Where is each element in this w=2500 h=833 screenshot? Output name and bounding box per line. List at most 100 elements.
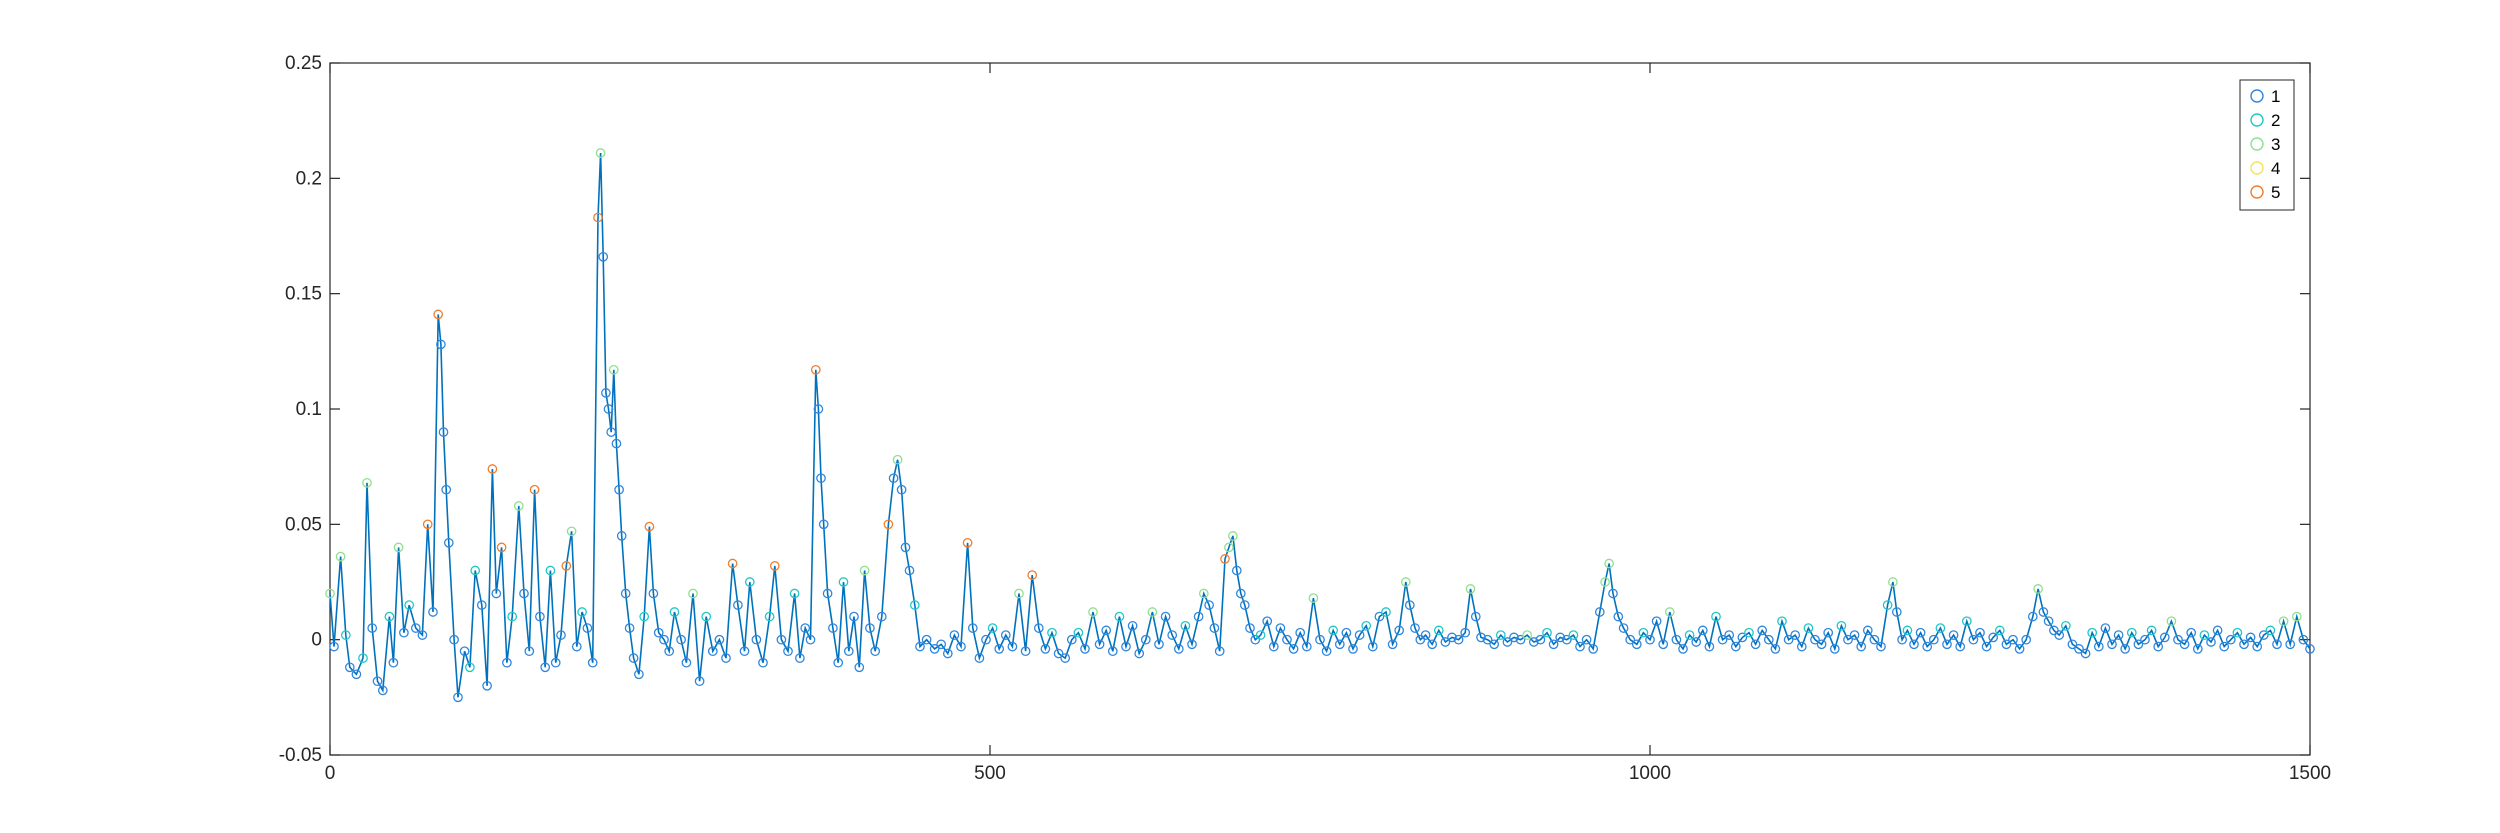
legend-label: 5 [2271,183,2280,202]
data-point [524,646,535,657]
data-point [587,657,598,668]
data-point [1724,630,1735,640]
data-point [1882,600,1893,610]
series-line [329,152,2311,698]
data-point [1334,639,1345,650]
data-point [727,558,738,569]
data-point [1803,623,1814,633]
legend-marker [2250,137,2264,151]
data-point [816,473,826,484]
data-point [1295,627,1306,638]
data-point [476,600,487,610]
data-point [2060,620,2071,631]
axis-ticks [329,62,2311,756]
data-point [1427,639,1438,650]
legend-label: 2 [2271,111,2280,130]
data-point [482,680,492,691]
data-point [987,623,998,633]
data-point [1440,637,1451,647]
legend-marker [2250,89,2264,103]
data-point [1608,588,1618,599]
data-point [1968,634,1979,645]
data-point [1651,616,1662,627]
data-point [849,611,859,622]
data-point [838,577,849,587]
data-point [854,662,865,673]
data-point [1796,641,1807,652]
data-point [789,588,800,599]
data-point [915,641,925,652]
data-point [1447,632,1457,643]
data-point [1542,627,1552,638]
data-point [1228,531,1238,541]
data-point [2173,634,2183,645]
data-point [1361,620,1372,631]
data-point [441,484,452,495]
data-point [377,685,388,696]
data-point [1209,623,1220,633]
data-point [739,646,750,657]
data-point [2278,616,2289,627]
data-point [513,501,524,511]
data-point [653,627,664,638]
data-point [2038,607,2049,617]
data-point [1020,646,1031,657]
data-point [566,526,577,537]
y-tick-label: 0.2 [296,168,322,189]
y-tick-label: 0.25 [285,53,322,74]
data-point [2245,632,2256,643]
x-tick-label: 500 [974,763,1006,784]
data-point [1014,588,1024,599]
data-point [810,364,821,375]
y-tick-label: 0.1 [296,399,322,420]
data-point [1658,639,1669,650]
data-point [1053,648,1064,659]
data-point [942,648,953,659]
data-point [2258,630,2269,640]
data-point [1975,627,1985,638]
data-point [399,627,409,638]
data-point [828,623,838,633]
data-point [2074,644,2084,654]
data-point [459,646,470,657]
data-point [1288,644,1299,654]
data-point [1094,639,1105,650]
x-tick-label: 1500 [2289,763,2331,784]
data-point [2291,611,2302,622]
data-point [433,309,444,320]
data-point [1915,627,1926,638]
data-point [1711,611,1721,622]
data-point [1737,632,1748,643]
data-point [1843,634,1853,645]
data-point [701,611,712,622]
data-point [818,519,829,530]
data-point [2067,639,2078,650]
data-point [545,565,556,576]
data-point [1750,639,1761,650]
data-point [1876,641,1886,652]
data-point [422,519,433,530]
data-point [1301,641,1312,652]
data-point [981,634,991,645]
data-point [1040,644,1051,654]
data-point [1231,565,1242,576]
data-point [2192,644,2203,654]
data-point [1465,584,1476,594]
data-point [805,634,816,645]
legend-marker [2250,161,2264,175]
data-point [1618,623,1629,633]
data-point [620,588,631,599]
data-point [1522,630,1533,640]
data-point [556,630,566,640]
data-point [1625,634,1636,645]
data-point [1495,630,1506,640]
data-point [1581,634,1592,645]
y-tick-label: 0 [311,630,322,651]
data-point [2298,634,2309,645]
plot-area [329,62,2311,756]
data-point [2001,639,2012,650]
data-point [410,623,421,633]
data-point [681,657,692,668]
data-point [1354,630,1365,640]
data-point [1160,611,1171,622]
